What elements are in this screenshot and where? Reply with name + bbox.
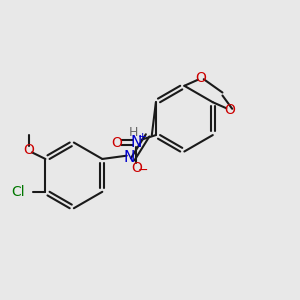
Text: +: +: [138, 132, 147, 142]
Text: H: H: [129, 126, 138, 139]
Text: O: O: [112, 136, 122, 149]
Text: N: N: [131, 135, 142, 150]
Text: Cl: Cl: [11, 185, 25, 199]
Text: O: O: [23, 143, 34, 157]
Text: O: O: [224, 103, 235, 117]
Text: N: N: [123, 150, 135, 165]
Text: O: O: [195, 71, 206, 85]
Text: O: O: [131, 161, 142, 175]
Text: −: −: [138, 164, 148, 177]
